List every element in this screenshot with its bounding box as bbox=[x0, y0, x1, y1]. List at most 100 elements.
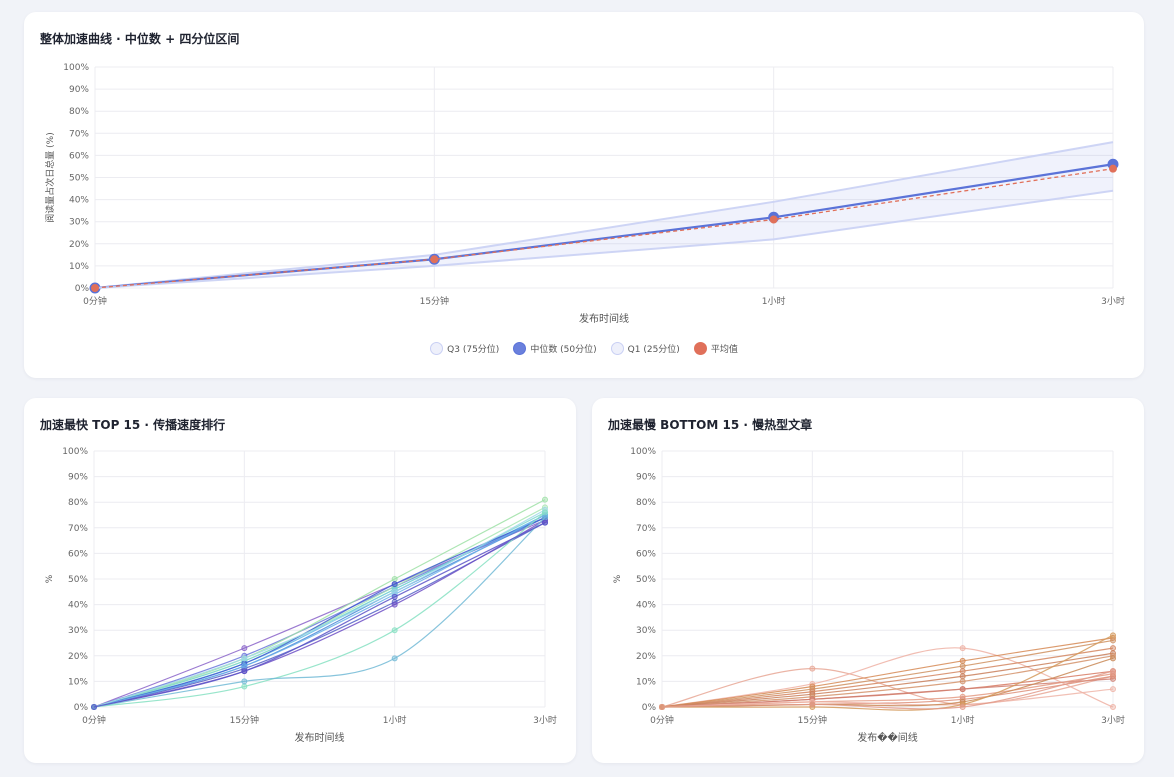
iqr-band-area bbox=[95, 142, 1113, 288]
mean-point bbox=[430, 255, 439, 264]
mean-series-line bbox=[94, 168, 1114, 289]
y-tick-label: 10% bbox=[68, 677, 88, 687]
y-tick-label: 30% bbox=[636, 626, 656, 636]
y-tick-label: 0% bbox=[74, 703, 89, 713]
top15-series-line bbox=[93, 509, 546, 708]
y-tick-label: 90% bbox=[69, 85, 89, 95]
bottom15-point bbox=[959, 663, 966, 670]
bottom15-slowest-chart: 0% 10% 20% 30% 40% 50% 60% 70% 80% 90% 100% 0分钟 15分钟… bbox=[613, 447, 1125, 744]
top15-series-line bbox=[93, 517, 546, 708]
bottom15-series-line bbox=[661, 652, 1114, 708]
y-axis-title: % bbox=[45, 574, 55, 583]
bottom15-series-line bbox=[661, 647, 1114, 708]
x-tick-label: 0分钟 bbox=[650, 714, 674, 726]
y-tick-label: 80% bbox=[68, 498, 88, 508]
overall-acceleration-chart: 0% 10% 20% 30% 40% 50% 60% 70% 80% 90% 100% 0分钟 15分钟… bbox=[44, 63, 1125, 325]
x-tick-label: 0分钟 bbox=[83, 295, 107, 307]
x-axis-title: 发布时间线 bbox=[579, 312, 629, 325]
top15-point bbox=[391, 581, 398, 588]
legend-item-median[interactable]: 中位数 (50分位) bbox=[513, 342, 597, 355]
y-tick-label: 40% bbox=[68, 601, 88, 611]
bottom15-point bbox=[959, 657, 966, 664]
y-tick-label: 50% bbox=[636, 575, 656, 585]
y-tick-label: 70% bbox=[636, 524, 656, 534]
top15-series-line bbox=[93, 511, 546, 708]
top15-fastest-chart: 0% 10% 20% 30% 40% 50% 60% 70% 80% 90% 100% 0分钟 15分钟… bbox=[45, 447, 557, 744]
top15-chart-title: 加速最快 TOP 15 · 传播速度排行 bbox=[40, 418, 226, 432]
top15-series-line bbox=[93, 514, 546, 708]
bottom15-point bbox=[1110, 637, 1116, 644]
bottom15-series-line bbox=[661, 688, 1114, 708]
legend-item-q3[interactable]: Q3 (75分位) bbox=[430, 342, 499, 355]
y-tick-label: 70% bbox=[69, 129, 89, 139]
bottom15-point bbox=[1110, 704, 1116, 710]
y-tick-label: 20% bbox=[68, 652, 88, 662]
x-tick-label: 15分钟 bbox=[420, 295, 449, 307]
top15-point bbox=[241, 655, 248, 662]
y-tick-label: 60% bbox=[68, 549, 88, 559]
y-tick-label: 10% bbox=[636, 677, 656, 687]
top15-series-line bbox=[93, 499, 546, 708]
bottom15-series-line bbox=[661, 634, 1114, 711]
top15-point bbox=[391, 601, 398, 608]
top15-series-line bbox=[93, 517, 546, 708]
y-tick-label: 80% bbox=[636, 498, 656, 508]
y-tick-label: 70% bbox=[68, 524, 88, 534]
legend-item-mean[interactable]: 平均值 bbox=[693, 342, 738, 355]
x-tick-label: 3小时 bbox=[1101, 295, 1125, 307]
x-tick-label: 1小时 bbox=[762, 295, 786, 307]
y-tick-label: 30% bbox=[69, 218, 89, 228]
legend-swatch-mean bbox=[693, 342, 707, 355]
bottom15-point bbox=[959, 678, 966, 685]
bottom15-point bbox=[659, 704, 665, 710]
y-tick-label: 50% bbox=[68, 575, 88, 585]
legend-label-median: 中位数 (50分位) bbox=[530, 345, 597, 355]
overall-chart-legend: Q3 (75分位) 中位数 (50分位) Q1 (25分位) 平均值 bbox=[24, 342, 1144, 355]
top15-point bbox=[91, 704, 97, 710]
x-tick-label: 1小时 bbox=[951, 714, 975, 726]
top15-point bbox=[391, 627, 398, 634]
top15-point bbox=[241, 668, 248, 675]
y-tick-label: 60% bbox=[636, 549, 656, 559]
x-tick-label: 3小时 bbox=[533, 714, 557, 726]
bottom15-series-line bbox=[661, 670, 1114, 710]
x-tick-label: 0分钟 bbox=[82, 714, 106, 726]
q1-series-line bbox=[94, 189, 1114, 289]
x-tick-label: 3小时 bbox=[1101, 714, 1125, 726]
bottom15-series-line bbox=[661, 647, 1114, 708]
y-tick-label: 100% bbox=[63, 63, 89, 73]
bottom15-point bbox=[1110, 632, 1116, 639]
top15-series-line bbox=[93, 522, 546, 708]
y-tick-label: 20% bbox=[69, 240, 89, 250]
top15-fastest-card: 加速最快 TOP 15 · 传播速度排行 0% 10% 20% 30% 40% 50% 60… bbox=[24, 398, 576, 763]
top15-series-line bbox=[93, 517, 546, 708]
bottom15-point bbox=[809, 665, 816, 672]
bottom15-point bbox=[1110, 673, 1116, 680]
bottom15-chart-title: 加速最慢 BOTTOM 15 · 慢热型文章 bbox=[608, 418, 813, 432]
legend-swatch-q3 bbox=[430, 342, 444, 355]
legend-label-q1: Q1 (25分位) bbox=[627, 345, 680, 355]
y-tick-label: 60% bbox=[69, 151, 89, 161]
top15-point bbox=[542, 496, 548, 503]
y-tick-label: 0% bbox=[75, 284, 90, 294]
y-tick-label: 30% bbox=[68, 626, 88, 636]
y-tick-label: 90% bbox=[636, 473, 656, 483]
overall-acceleration-card: 整体加速曲线 · 中位数 + 四分位区间 0% 10% 20% 30% 40% 50% 60… bbox=[24, 12, 1144, 378]
y-axis-title: % bbox=[613, 574, 623, 583]
y-tick-label: 100% bbox=[630, 447, 656, 457]
top15-series-line bbox=[93, 511, 546, 708]
bottom15-point bbox=[1110, 668, 1116, 675]
top15-point bbox=[391, 593, 398, 600]
top15-point bbox=[241, 663, 248, 670]
mean-point bbox=[91, 284, 99, 292]
top15-point bbox=[391, 576, 398, 582]
top15-point bbox=[241, 683, 248, 690]
bottom15-series-line bbox=[661, 637, 1114, 708]
y-tick-label: 100% bbox=[62, 447, 88, 457]
top15-series-line bbox=[93, 517, 546, 708]
bottom15-point bbox=[1110, 645, 1116, 652]
x-tick-label: 1小时 bbox=[383, 714, 407, 726]
legend-swatch-median bbox=[513, 342, 527, 355]
legend-item-q1[interactable]: Q1 (25分位) bbox=[610, 342, 680, 355]
x-axis-title: 发布��间线 bbox=[857, 731, 918, 744]
